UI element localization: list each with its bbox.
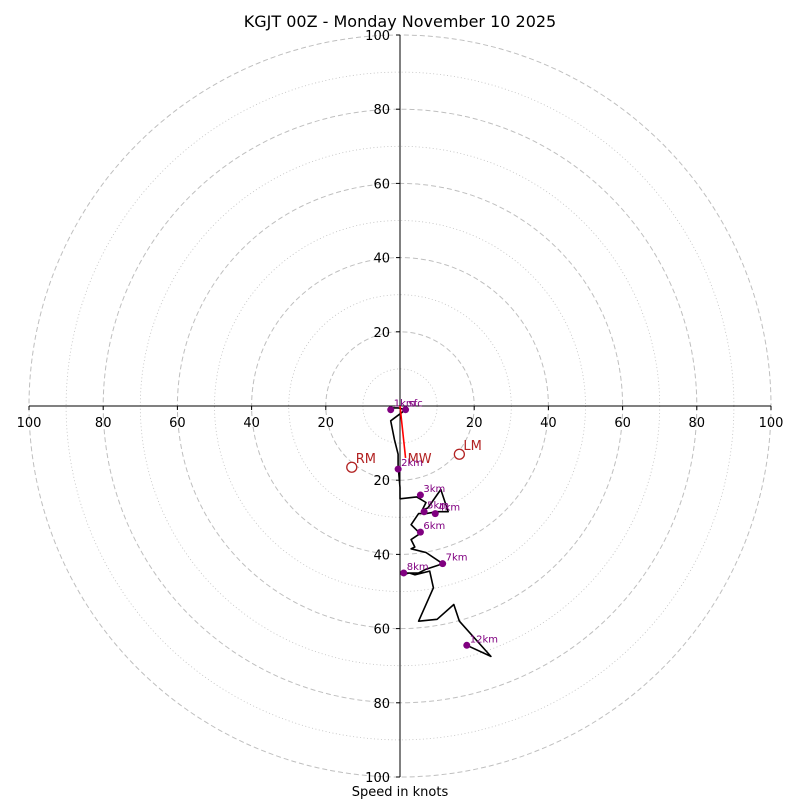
mean-wind-vector (399, 405, 407, 459)
y-tick-label: 20 (373, 326, 390, 341)
height-label-7km: 7km (446, 553, 468, 564)
height-label-3km: 3km (423, 484, 445, 495)
storm-motion-lm-label: LM (463, 439, 481, 454)
height-label-5km: 5km (427, 501, 449, 512)
height-marker-8km (400, 569, 408, 577)
x-tick-label: 80 (689, 416, 706, 431)
y-tick-label: 80 (373, 103, 390, 118)
y-tick-label: 60 (373, 623, 390, 638)
height-marker-sfc (402, 406, 410, 414)
x-tick-label: 40 (243, 416, 260, 431)
height-marker-6km (416, 528, 424, 536)
tick-labels: 100 80 60 40 20 20 40 60 80 100 100 80 60 40 20 20 40 60 8… (17, 29, 784, 786)
height-label-4km: 4km (438, 503, 460, 514)
x-axis-label: Speed in knots (352, 785, 449, 800)
mean-wind-label: MW (408, 452, 432, 467)
storm-motion-rm-label: RM (356, 452, 376, 467)
height-label-1km: 1km (394, 399, 416, 410)
height-marker-1km (387, 406, 395, 414)
y-tick-label: 80 (373, 697, 390, 712)
x-tick-label: 20 (466, 416, 483, 431)
x-tick-label: 60 (614, 416, 631, 431)
height-marker-2km (394, 465, 402, 473)
height-marker-7km (439, 560, 447, 568)
height-marker-5km (420, 508, 428, 516)
height-label-6km: 6km (423, 521, 445, 532)
y-tick-label: 40 (373, 548, 390, 563)
y-tick-label: 60 (373, 177, 390, 192)
x-tick-label: 40 (540, 416, 557, 431)
height-label-8km: 8km (407, 562, 429, 573)
x-tick-label: 80 (95, 416, 112, 431)
x-tick-label: 100 (759, 416, 784, 431)
storm-motion-layer: MW RM LM (346, 405, 482, 473)
height-label-2km: 2km (401, 458, 423, 469)
x-tick-label: 20 (318, 416, 335, 431)
y-tick-label: 100 (365, 771, 390, 786)
x-tick-label: 60 (169, 416, 186, 431)
chart-title: KGJT 00Z - Monday November 10 2025 (244, 12, 556, 31)
storm-motion-rm-marker (346, 461, 358, 473)
y-tick-label: 100 (365, 29, 390, 44)
height-marker-3km (416, 491, 424, 499)
y-tick-label: 40 (373, 252, 390, 267)
y-tick-label: 20 (373, 474, 390, 489)
height-label-12km: 12km (470, 634, 498, 645)
height-marker-4km (431, 510, 439, 518)
x-tick-label: 100 (17, 416, 42, 431)
storm-motion-lm-marker (453, 448, 466, 460)
height-label-sfc: sfc (409, 399, 423, 410)
height-marker-12km (463, 641, 471, 649)
